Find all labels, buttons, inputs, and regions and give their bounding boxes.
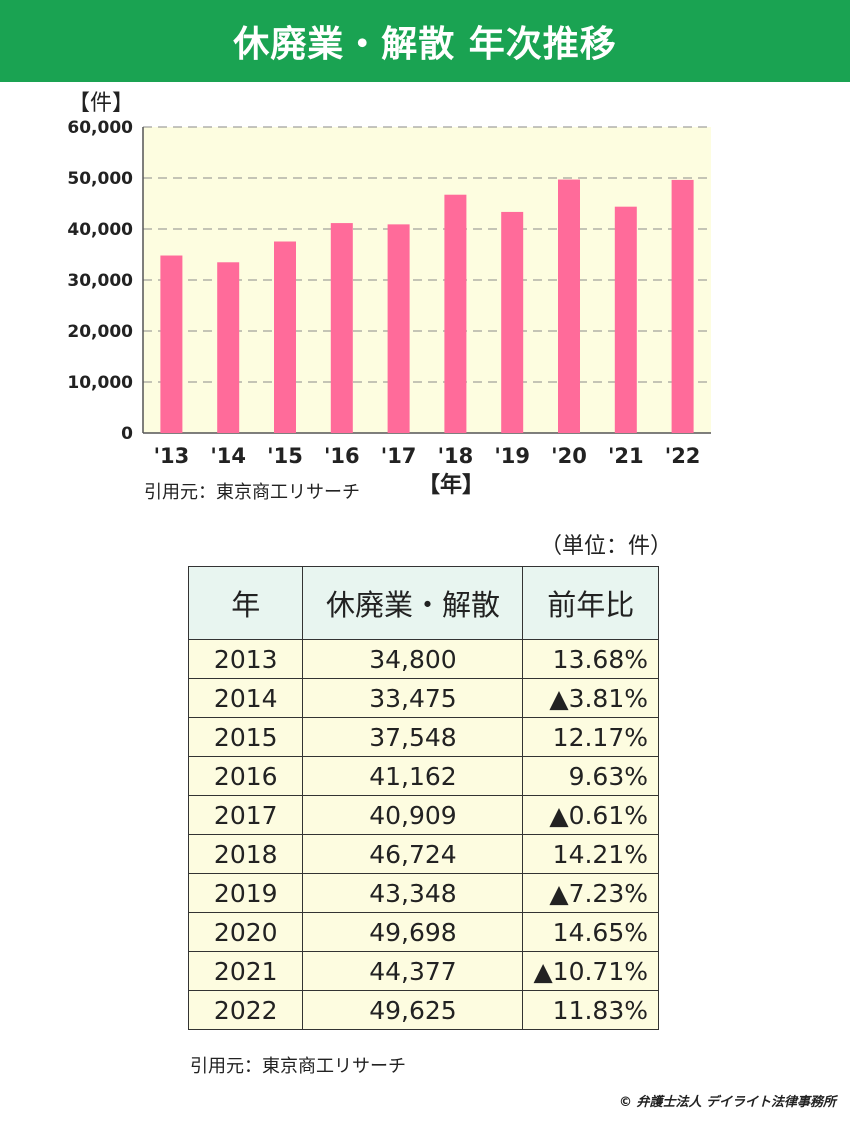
bar xyxy=(558,179,580,433)
y-tick-label: 10,000 xyxy=(67,373,133,393)
cell-count: 44,377 xyxy=(302,951,524,991)
cell-count: 41,162 xyxy=(302,756,524,796)
x-axis-label: 【年】 xyxy=(418,472,484,498)
table-row: 2021 44,377 ▲10.71% xyxy=(187,951,659,991)
cell-ratio: 9.63% xyxy=(522,756,659,796)
table-row: 2015 37,548 12.17% xyxy=(187,717,659,757)
cell-year: 2019 xyxy=(187,873,304,913)
y-tick-label: 0 xyxy=(121,424,133,444)
cell-count: 34,800 xyxy=(302,639,524,679)
cell-count: 33,475 xyxy=(302,678,524,718)
table-row: 2018 46,724 14.21% xyxy=(187,834,659,874)
x-tick-label: '18 xyxy=(438,444,474,468)
cell-ratio: 14.21% xyxy=(522,834,659,874)
x-tick-label: '19 xyxy=(494,444,530,468)
title-banner: 休廃業・解散 年次推移 xyxy=(0,0,850,82)
cell-count: 49,625 xyxy=(302,990,524,1030)
x-tick-label: '21 xyxy=(608,444,644,468)
bar xyxy=(274,241,296,433)
cell-year: 2013 xyxy=(187,639,304,679)
table-row: 2017 40,909 ▲0.61% xyxy=(187,795,659,835)
copyright: © 弁護士法人 デイライト法律事務所 xyxy=(618,1095,836,1110)
y-tick-label: 50,000 xyxy=(67,169,133,189)
header-year: 年 xyxy=(187,566,304,640)
cell-year: 2021 xyxy=(187,951,304,991)
x-tick-label: '14 xyxy=(210,444,246,468)
bar-chart: 0 10,000 20,000 30,000 40,000 50,000 60,000【件】… xyxy=(67,91,711,498)
y-tick-label: 30,000 xyxy=(67,271,133,291)
x-tick-label: '17 xyxy=(381,444,417,468)
cell-count: 46,724 xyxy=(302,834,524,874)
page-title: 休廃業・解散 年次推移 xyxy=(233,24,617,65)
cell-count: 49,698 xyxy=(302,912,524,952)
header-ratio: 前年比 xyxy=(522,566,659,640)
data-table: 年 休廃業・解散 前年比 2013 34,800 13.68% 2014 33,475 ▲… xyxy=(187,566,659,1030)
bar xyxy=(330,223,353,433)
table-row: 2013 34,800 13.68% xyxy=(187,639,659,679)
table-row: 2014 33,475 ▲3.81% xyxy=(187,678,659,718)
cell-ratio: ▲3.81% xyxy=(522,678,659,718)
cell-year: 2022 xyxy=(187,990,304,1030)
y-tick-label: 40,000 xyxy=(67,220,133,240)
cell-year: 2015 xyxy=(187,717,304,757)
cell-count: 37,548 xyxy=(302,717,524,757)
cell-ratio: ▲0.61% xyxy=(522,795,659,835)
bar xyxy=(444,194,467,433)
cell-ratio: ▲7.23% xyxy=(522,873,659,913)
cell-count: 40,909 xyxy=(302,795,524,835)
table-source: 引用元：東京商工リサーチ xyxy=(190,1056,406,1077)
cell-year: 2018 xyxy=(187,834,304,874)
bar xyxy=(387,224,410,433)
bar xyxy=(614,206,637,433)
cell-count: 43,348 xyxy=(302,873,524,913)
bar xyxy=(217,262,240,433)
x-tick-label: '13 xyxy=(154,444,190,468)
table-row: 2022 49,625 11.83% xyxy=(187,990,659,1030)
cell-ratio: ▲10.71% xyxy=(522,951,659,991)
cell-ratio: 11.83% xyxy=(522,990,659,1030)
y-tick-label: 20,000 xyxy=(67,322,133,342)
bar xyxy=(501,211,524,433)
cell-year: 2016 xyxy=(187,756,304,796)
table-row: 2020 49,698 14.65% xyxy=(187,912,659,952)
cell-year: 2020 xyxy=(187,912,304,952)
unit-note: （単位：件） xyxy=(540,534,673,559)
table-row: 2019 43,348 ▲7.23% xyxy=(187,873,659,913)
y-tick-label: 60,000 xyxy=(67,118,133,138)
header-count: 休廃業・解散 xyxy=(302,566,524,640)
table-row: 2016 41,162 9.63% xyxy=(187,756,659,796)
table-header-row: 年 休廃業・解散 前年比 xyxy=(187,566,659,640)
cell-ratio: 13.68% xyxy=(522,639,659,679)
x-tick-label: '15 xyxy=(267,444,303,468)
cell-ratio: 12.17% xyxy=(522,717,659,757)
x-tick-label: '20 xyxy=(551,444,587,468)
bar xyxy=(160,255,183,433)
chart-source: 引用元：東京商工リサーチ xyxy=(144,482,360,503)
cell-year: 2017 xyxy=(187,795,304,835)
cell-ratio: 14.65% xyxy=(522,912,659,952)
x-tick-label: '16 xyxy=(324,444,360,468)
x-tick-label: '22 xyxy=(665,444,701,468)
bar xyxy=(671,179,694,433)
cell-year: 2014 xyxy=(187,678,304,718)
y-axis-label: 【件】 xyxy=(68,91,134,116)
